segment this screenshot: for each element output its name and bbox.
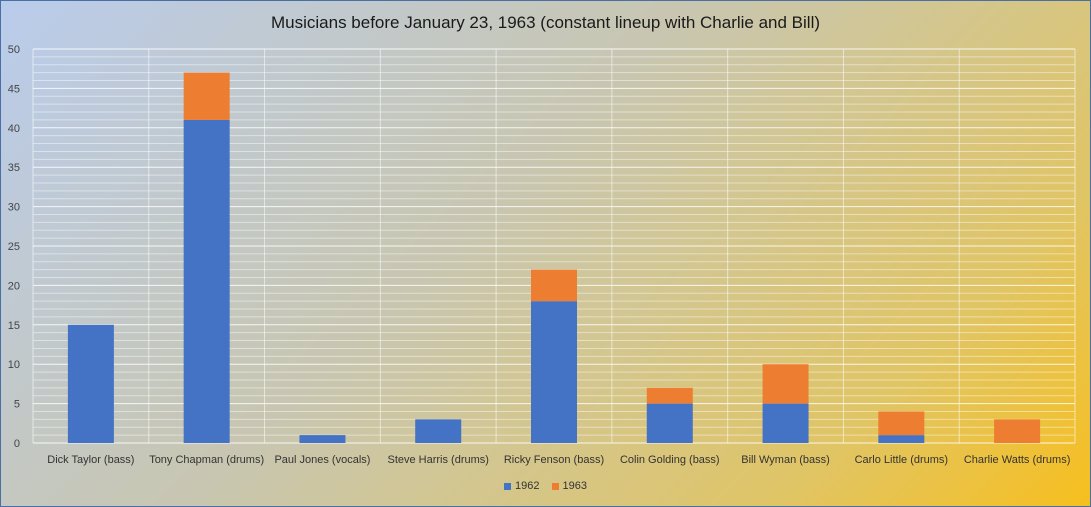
- bar-1962: [415, 419, 462, 443]
- legend-item: 1963: [551, 480, 587, 492]
- x-tick-label: Dick Taylor (bass): [47, 454, 134, 466]
- x-tick-label: Paul Jones (vocals): [274, 454, 370, 466]
- y-tick-label: 20: [8, 280, 20, 292]
- y-tick-label: 10: [8, 359, 20, 371]
- x-tick-label: Carlo Little (drums): [855, 454, 949, 466]
- x-tick-label: Charlie Watts (drums): [964, 454, 1071, 466]
- x-tick-label: Ricky Fenson (bass): [504, 454, 604, 466]
- x-tick-label: Steve Harris (drums): [387, 454, 488, 466]
- legend: 1962 1963: [0, 480, 1091, 492]
- bar-1963: [183, 72, 230, 120]
- y-tick-label: 50: [8, 44, 20, 56]
- y-tick-label: 25: [8, 241, 20, 253]
- legend-label: 1963: [562, 480, 587, 492]
- bar-1963: [646, 387, 693, 404]
- y-tick-label: 35: [8, 162, 20, 174]
- bar-1962: [531, 301, 577, 443]
- bar-1962: [67, 324, 114, 443]
- bar-1962: [183, 119, 230, 444]
- bar-1963: [878, 411, 925, 436]
- bar-1963: [762, 364, 809, 404]
- x-tick-label: Bill Wyman (bass): [741, 454, 830, 466]
- y-tick-label: 15: [8, 320, 20, 332]
- bar-1962: [762, 403, 809, 443]
- legend-item: 1962: [504, 480, 540, 492]
- bar-1963: [531, 269, 577, 302]
- y-tick-label: 40: [8, 123, 20, 135]
- y-tick-label: 30: [8, 202, 20, 214]
- legend-swatch: [504, 482, 512, 490]
- x-tick-label: Tony Chapman (drums): [149, 454, 264, 466]
- bar-1962: [299, 435, 346, 443]
- y-tick-label: 45: [8, 83, 20, 95]
- legend-swatch: [551, 482, 559, 490]
- y-tick-label: 0: [14, 438, 20, 450]
- bar-1962: [878, 435, 925, 443]
- bar-1962: [646, 403, 693, 443]
- legend-label: 1962: [515, 480, 540, 492]
- bar-1963: [994, 419, 1041, 443]
- x-tick-label: Colin Golding (bass): [620, 454, 720, 466]
- y-tick-label: 5: [14, 399, 20, 411]
- chart-title: Musicians before January 23, 1963 (const…: [270, 13, 821, 32]
